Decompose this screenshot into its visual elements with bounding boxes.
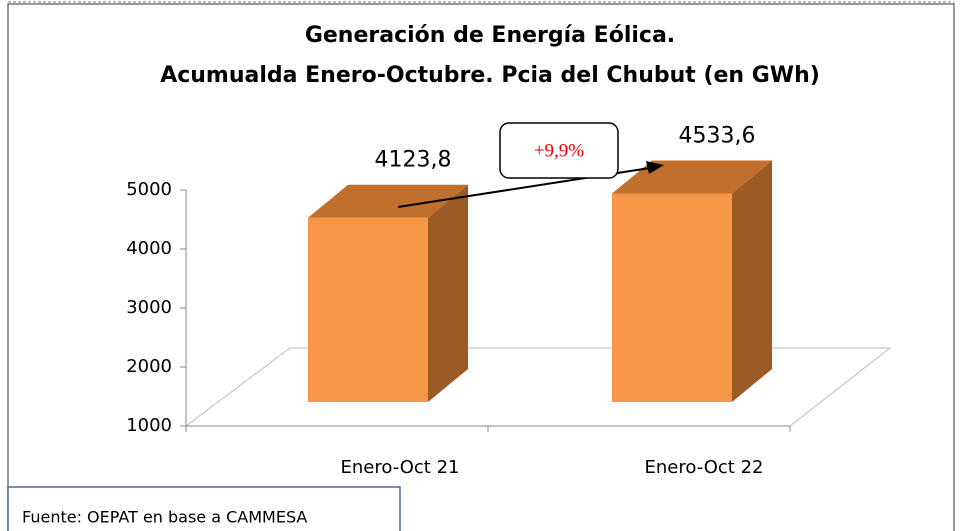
- arrow-head: [646, 161, 664, 174]
- y-tick-label: 1000: [126, 415, 172, 436]
- x-tick-label: Enero-Oct 21: [341, 457, 460, 478]
- plot: 1000 2000 3000 4000 5000 4123,8 Enero-Oct 21 45…: [126, 124, 791, 478]
- bar-top: [308, 184, 468, 218]
- source-box: [7, 486, 401, 531]
- chart-title: Generación de Energía Eólica.: [305, 23, 675, 48]
- y-tick-label: 5000: [126, 179, 172, 200]
- annotation-box: [499, 122, 619, 179]
- y-tick-label: 3000: [126, 297, 172, 318]
- annotation: +9,9%: [534, 140, 584, 161]
- x-tick-label: Enero-Oct 22: [645, 457, 764, 478]
- source: Fuente: OEPAT en base a CAMMESA: [22, 508, 307, 527]
- bar-side: [732, 160, 772, 402]
- value-label: 4533,6: [679, 124, 756, 149]
- chart-title: Acumualda Enero-Octubre. Pcia del Chubut…: [160, 63, 820, 88]
- bar-side: [428, 184, 468, 402]
- bar: [308, 217, 428, 402]
- bar: [612, 193, 732, 402]
- y-tick-label: 4000: [126, 238, 172, 259]
- chart-frame: [7, 3, 955, 531]
- y-tick-label: 2000: [126, 356, 172, 377]
- value-label: 4123,8: [375, 148, 452, 173]
